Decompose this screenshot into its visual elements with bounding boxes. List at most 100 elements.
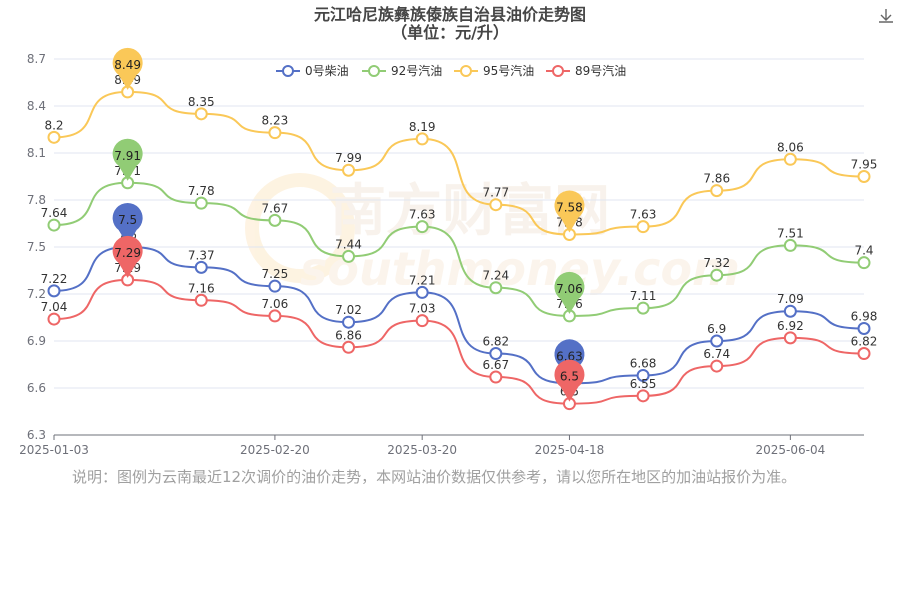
data-label: 7.78 <box>188 184 215 198</box>
pin-shape <box>112 138 143 181</box>
data-label: 6.9 <box>707 322 726 336</box>
pin-label: 7.29 <box>114 246 141 260</box>
pin-label: 7.5 <box>118 213 137 227</box>
legend-item[interactable]: 89号汽油 <box>546 63 626 78</box>
y-tick-label: 6.6 <box>27 381 46 395</box>
data-label: 7.11 <box>630 289 657 303</box>
legend-marker <box>460 65 472 77</box>
x-tick-label: 2025-04-18 <box>535 443 605 457</box>
x-tick-label: 2025-02-20 <box>240 443 310 457</box>
data-label: 7.24 <box>482 269 509 283</box>
data-point <box>489 281 503 295</box>
data-label: 7.99 <box>335 151 362 165</box>
x-tick-label: 2025-03-20 <box>387 443 457 457</box>
extreme-pin: 6.5 <box>554 359 585 402</box>
data-point <box>857 170 871 183</box>
data-label: 7.44 <box>335 237 362 251</box>
legend-marker <box>552 65 564 77</box>
data-point <box>636 220 650 234</box>
data-point <box>194 196 208 210</box>
y-tick-label: 7.5 <box>27 240 46 254</box>
legend[interactable]: 0号柴油 92号汽油 95号汽油 89号汽油 <box>276 63 626 78</box>
data-point <box>194 107 208 121</box>
legend-item[interactable]: 0号柴油 <box>276 64 349 78</box>
pin-shape <box>554 271 585 314</box>
pin-label: 8.49 <box>114 58 141 72</box>
data-label: 6.82 <box>482 335 509 349</box>
data-label: 8.19 <box>409 120 436 134</box>
data-label: 7.63 <box>409 208 436 222</box>
legend-item[interactable]: 92号汽油 <box>362 63 442 78</box>
axes: 6.3 6.6 6.9 7.2 7.5 7.8 8.1 8.4 8.7 2025-01-03 202… <box>19 52 864 457</box>
extreme-pin: 7.29 <box>112 235 143 278</box>
watermark-text-en: southmoney.com <box>300 242 740 296</box>
extreme-pin: 7.06 <box>554 271 585 314</box>
data-label: 7.03 <box>409 302 436 316</box>
data-label: 6.68 <box>630 356 657 370</box>
data-point <box>268 126 282 140</box>
data-point <box>268 279 282 293</box>
data-point <box>268 309 282 323</box>
data-point <box>47 284 61 298</box>
data-label: 7.67 <box>262 201 289 215</box>
data-label: 7.21 <box>409 273 436 287</box>
chart-subtitle: （单位：元/升） <box>391 23 509 42</box>
pin-shape <box>112 47 143 90</box>
data-label: 7.77 <box>482 186 509 200</box>
y-tick-label: 8.7 <box>27 52 46 66</box>
data-point <box>783 238 797 252</box>
data-point <box>268 213 282 227</box>
pin-shape <box>554 190 585 233</box>
download-icon[interactable] <box>876 6 896 26</box>
legend-label: 0号柴油 <box>305 64 349 78</box>
extreme-markers: 7.5 6.63 7.91 7.06 8.49 7.58 7.29 6.5 <box>112 47 585 402</box>
data-label: 6.92 <box>777 319 804 333</box>
data-label: 7.37 <box>188 248 215 262</box>
data-point <box>342 340 356 354</box>
pin-label: 6.5 <box>560 370 579 384</box>
data-label: 7.32 <box>703 256 730 270</box>
data-point <box>783 152 797 166</box>
data-point <box>710 184 724 198</box>
data-point <box>783 331 797 345</box>
y-tick-label: 7.8 <box>27 193 46 207</box>
chart-note: 说明：图例为云南最近12次调价的油价走势，本网站油价数据仅供参考，请以您所在地区… <box>72 468 797 486</box>
data-point <box>489 370 503 384</box>
data-label: 7.64 <box>41 206 68 220</box>
data-point <box>783 304 797 318</box>
pin-shape <box>112 203 143 245</box>
data-label: 6.74 <box>703 347 730 361</box>
data-label: 8.35 <box>188 95 215 109</box>
series-line <box>53 90 865 236</box>
series-line <box>53 245 865 385</box>
series-line <box>53 278 865 405</box>
data-label: 8.23 <box>262 114 289 128</box>
data-label: 7.63 <box>630 208 657 222</box>
data-point <box>857 321 871 335</box>
data-point <box>636 368 650 382</box>
y-tick-label: 6.3 <box>27 428 46 442</box>
extreme-pin: 7.91 <box>112 138 143 181</box>
data-label: 7.06 <box>262 297 289 311</box>
data-point <box>194 260 208 274</box>
legend-marker <box>282 65 294 77</box>
data-label: 6.82 <box>851 335 878 349</box>
y-tick-label: 8.1 <box>27 146 46 160</box>
data-point <box>342 249 356 263</box>
data-point <box>710 334 724 348</box>
watermark-logo <box>245 173 355 283</box>
data-point <box>47 130 61 144</box>
data-label: 7.4 <box>854 244 873 258</box>
data-label: 7.22 <box>41 272 68 286</box>
data-point <box>194 293 208 307</box>
legend-item[interactable]: 95号汽油 <box>454 63 534 78</box>
legend-label: 95号汽油 <box>483 63 534 78</box>
data-label: 7.09 <box>777 292 804 306</box>
data-labels: 7.22 7.5 7.37 7.25 7.02 7.21 6.82 6.63 6.68 6.9 7.… <box>41 73 878 399</box>
data-label: 8.2 <box>44 118 63 132</box>
extreme-pin: 8.49 <box>112 47 143 90</box>
data-label: 6.67 <box>482 358 509 372</box>
x-tick-label: 2025-01-03 <box>19 443 89 457</box>
y-tick-label: 7.2 <box>27 287 46 301</box>
